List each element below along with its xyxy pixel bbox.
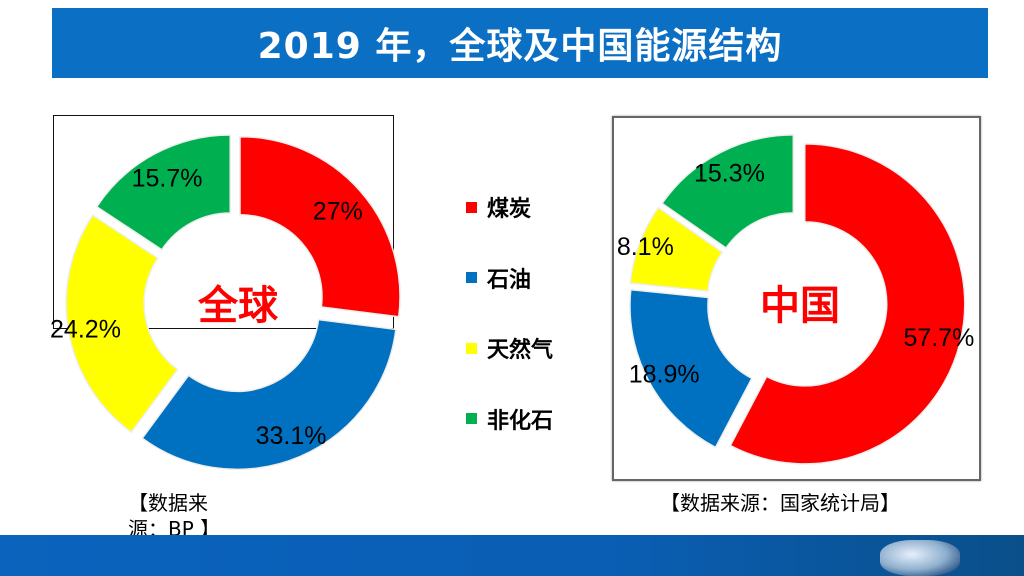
data-label-global-coal: 27% [313, 198, 363, 226]
legend-swatch [466, 272, 477, 284]
data-label-global-nonfossil: 15.7% [132, 164, 203, 192]
slice-global-oil [141, 318, 397, 471]
legend-item-gas: 天然气 [466, 313, 553, 384]
legend-label: 煤炭 [487, 197, 532, 223]
legend-item-oil: 石油 [466, 243, 553, 314]
legend-item-nonfossil: 非化石 [466, 384, 553, 455]
global-chart-frame [53, 115, 394, 329]
data-label-china-nonfossil: 15.3% [694, 159, 765, 187]
data-label-china-coal: 57.7% [903, 324, 974, 352]
china-chart-frame [612, 116, 981, 481]
data-label-china-oil: 18.9% [629, 360, 700, 388]
legend-label: 石油 [487, 267, 532, 293]
legend-swatch [466, 413, 477, 425]
china-center-label: 中国 [760, 283, 840, 329]
legend-swatch [466, 201, 477, 213]
data-label-china-gas: 8.1% [617, 233, 674, 261]
slice-china-oil [629, 288, 753, 449]
footer-solar-panel-image [880, 540, 960, 576]
slice-global-gas [65, 214, 179, 434]
data-label-global-gas: 24.2% [50, 315, 121, 343]
legend-label: 天然气 [487, 338, 554, 364]
legend: 煤炭 石油 天然气 非化石 [466, 172, 553, 454]
legend-swatch [466, 342, 477, 354]
china-data-source: 【数据来源：国家统计局】 [660, 491, 900, 515]
slice-china-gas [629, 206, 724, 292]
data-label-global-oil: 33.1% [256, 422, 327, 450]
legend-item-coal: 煤炭 [466, 172, 553, 243]
legend-label: 非化石 [487, 408, 554, 434]
slide-title: 2019 年，全球及中国能源结构 [52, 8, 988, 78]
global-center-label: 全球 [198, 283, 278, 329]
slice-global-coal [239, 135, 401, 318]
footer-bar [0, 535, 1024, 576]
slice-china-nonfossil [661, 134, 795, 250]
slice-china-coal [729, 143, 966, 465]
slice-global-nonfossil [95, 134, 231, 251]
